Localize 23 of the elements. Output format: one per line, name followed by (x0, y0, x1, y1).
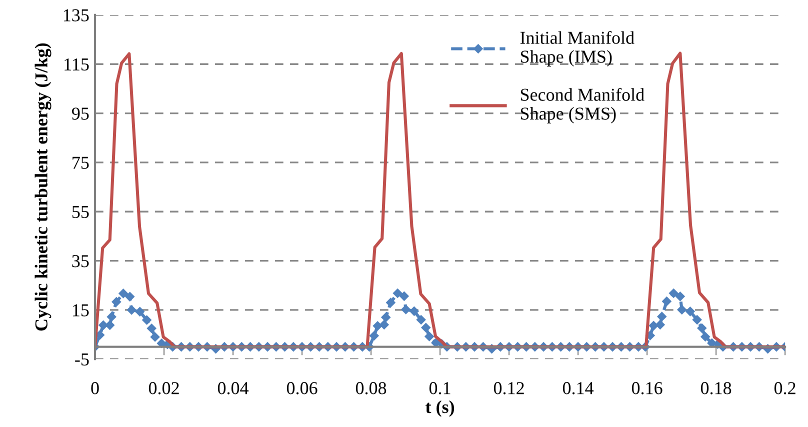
y-tick-label: 55 (72, 206, 89, 218)
x-tick-label: 0.06 (286, 382, 318, 394)
legend-label: Initial Manifold Shape (IMS) (520, 31, 634, 66)
x-axis-title: t (s) (426, 400, 454, 417)
y-tick-label: 15 (73, 304, 89, 316)
y-tick-label: -5 (75, 354, 89, 366)
x-tick-label: 0.02 (148, 382, 179, 394)
y-axis-title: Cyclic kinetic turbulent energy (J/kg) (34, 43, 52, 331)
y-tick-label: 135 (64, 9, 89, 22)
x-tick-label: 0.2 (774, 382, 796, 394)
legend-label: Second Manifold Shape (SMS) (520, 88, 644, 124)
x-tick-label: 0.14 (562, 382, 594, 394)
y-tick-label: 115 (64, 58, 89, 71)
x-tick-label: 0 (91, 382, 99, 394)
x-tick-label: 0.08 (356, 382, 386, 394)
y-tick-label: 75 (72, 156, 89, 169)
x-tick-label: 0.1 (429, 382, 450, 394)
x-tick-label: 0.04 (218, 382, 249, 394)
y-tick-label: 95 (72, 108, 89, 120)
x-tick-label: 0.16 (632, 382, 662, 394)
y-tick-label: 35 (72, 255, 89, 268)
x-tick-label: 0.12 (494, 382, 524, 394)
x-tick-label: 0.18 (700, 382, 732, 394)
